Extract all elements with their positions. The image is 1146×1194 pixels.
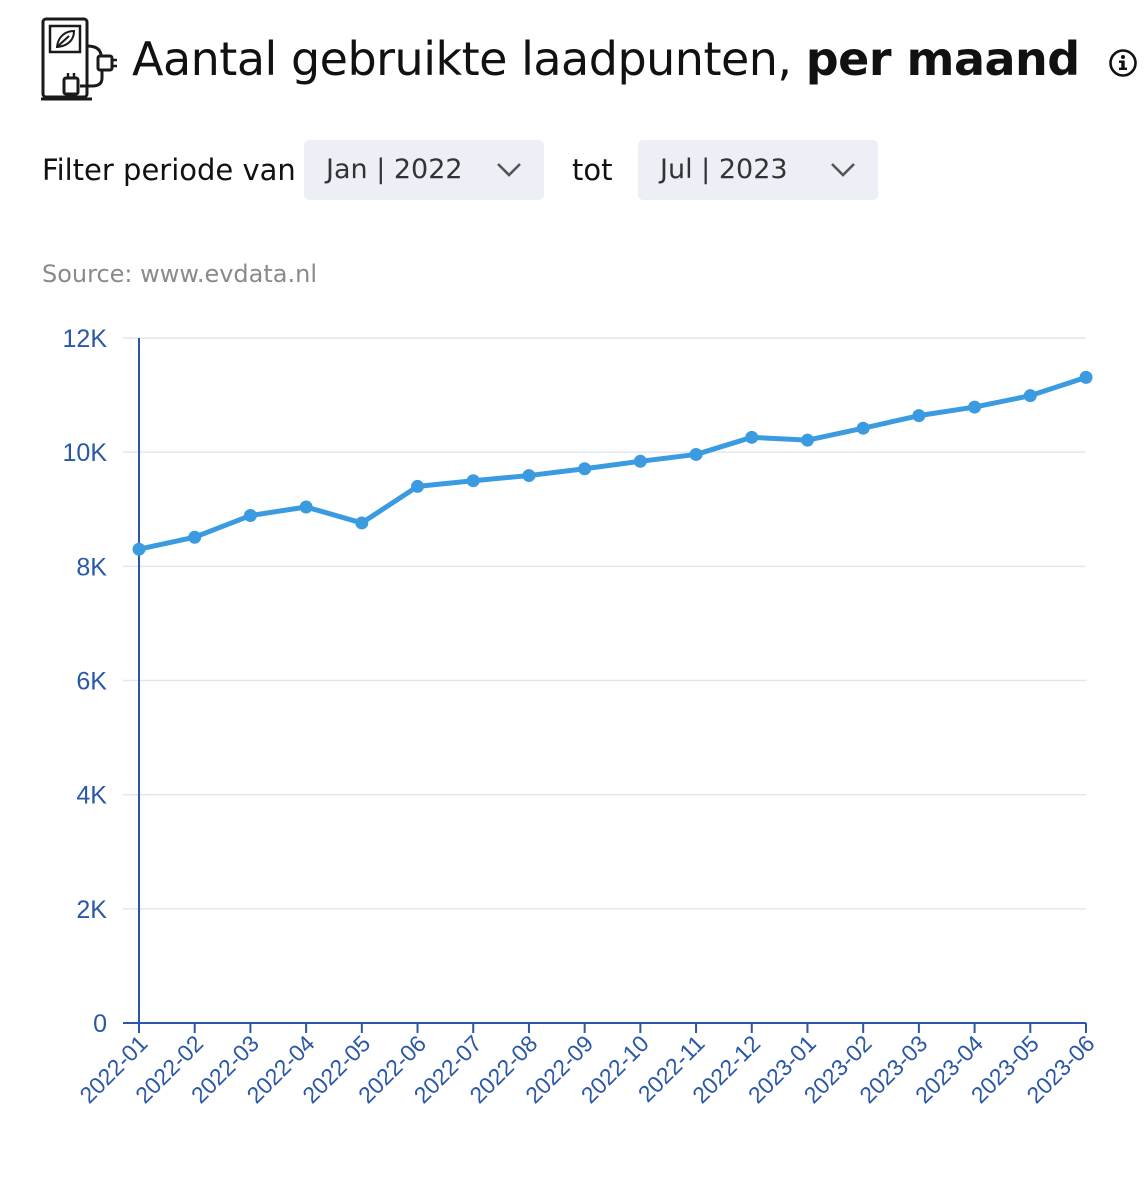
filter-to-label: tot (572, 152, 613, 187)
y-tick-label: 0 (93, 1010, 107, 1038)
data-point[interactable] (243, 509, 257, 523)
filter-row: Filter periode van Jan | 2022 tot Jul | … (42, 139, 878, 200)
data-point[interactable] (912, 409, 926, 423)
data-point[interactable] (800, 433, 814, 447)
data-point[interactable] (132, 542, 146, 556)
data-point[interactable] (578, 462, 592, 476)
y-tick-label: 4K (76, 782, 107, 810)
series-line (136, 374, 1089, 552)
series (132, 370, 1093, 556)
chart-header: Aantal gebruikte laadpunten, per maand (40, 14, 1138, 104)
data-point[interactable] (968, 400, 982, 414)
data-point[interactable] (466, 474, 480, 488)
period-from-select[interactable]: Jan | 2022 (304, 139, 544, 200)
data-point[interactable] (299, 500, 313, 514)
source-note: Source: www.evdata.nl (42, 260, 317, 288)
title-regular: Aantal gebruikte laadpunten, (132, 32, 792, 86)
data-point[interactable] (411, 479, 425, 493)
x-tick-labels: 2022-012022-022022-032022-042022-052022-… (74, 1030, 1099, 1108)
line-chart: 0 2K 4K 6K 8K 10K 12K 2022-012022-022022-03202… (63, 325, 1100, 1108)
ev-charging-station-icon (41, 17, 117, 101)
data-point[interactable] (522, 469, 536, 483)
y-tick-labels: 0 2K 4K 6K 8K 10K 12K (63, 325, 108, 1038)
data-point[interactable] (355, 516, 369, 530)
info-icon[interactable] (1108, 48, 1138, 78)
chart-title: Aantal gebruikte laadpunten, per maand (132, 36, 1138, 82)
data-point[interactable] (188, 530, 202, 544)
data-point[interactable] (1079, 370, 1093, 384)
title-bold: per maand (805, 32, 1081, 86)
period-to-select[interactable]: Jul | 2023 (638, 139, 878, 200)
data-point[interactable] (633, 454, 647, 468)
data-point[interactable] (745, 430, 759, 444)
filter-label: Filter periode van (42, 152, 296, 187)
grid-lines (139, 337, 1086, 910)
y-tick-label: 12K (63, 325, 108, 353)
data-point[interactable] (856, 421, 870, 435)
axes (123, 337, 1087, 1033)
data-point[interactable] (1023, 389, 1037, 403)
data-point[interactable] (689, 447, 703, 461)
y-tick-label: 8K (76, 553, 107, 581)
y-tick-label: 2K (76, 896, 107, 924)
period-from-value: Jan | 2022 (326, 154, 463, 185)
y-tick-label: 10K (63, 439, 108, 467)
chevron-down-icon (831, 162, 855, 177)
chevron-down-icon (497, 162, 521, 177)
period-to-value: Jul | 2023 (660, 154, 788, 185)
y-tick-label: 6K (76, 668, 107, 696)
